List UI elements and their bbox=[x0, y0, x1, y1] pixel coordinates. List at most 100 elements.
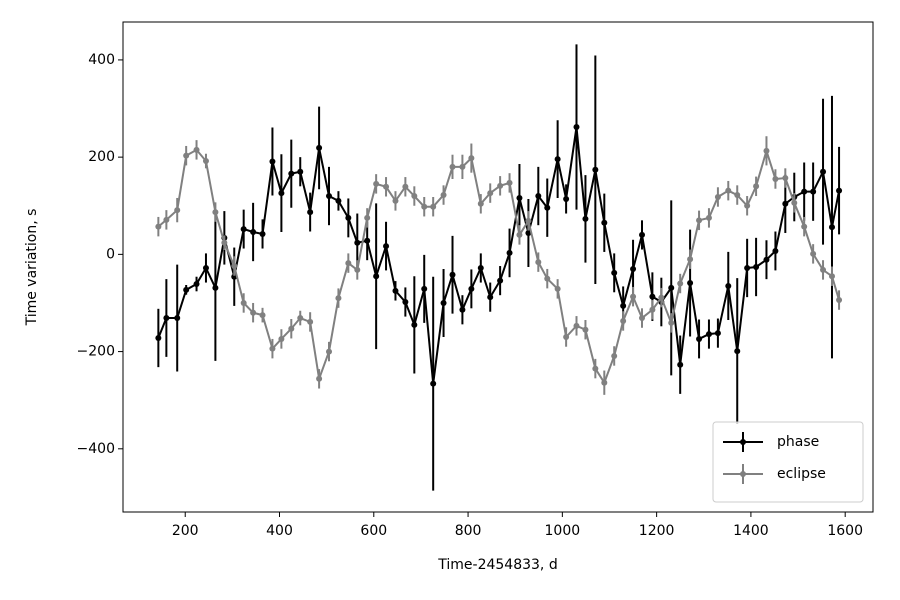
data-point bbox=[753, 264, 760, 270]
data-point bbox=[364, 214, 371, 221]
data-point bbox=[714, 194, 721, 200]
data-point bbox=[449, 271, 456, 278]
data-point bbox=[411, 321, 418, 328]
data-point bbox=[307, 318, 314, 325]
data-point bbox=[174, 207, 181, 214]
data-point bbox=[449, 163, 456, 170]
data-point bbox=[345, 260, 352, 267]
data-point bbox=[649, 293, 656, 300]
data-point bbox=[782, 175, 789, 182]
data-point bbox=[326, 348, 333, 355]
data-point bbox=[468, 155, 475, 162]
data-point bbox=[668, 284, 675, 291]
data-point bbox=[611, 352, 618, 359]
legend-marker bbox=[740, 471, 746, 477]
data-point bbox=[383, 183, 390, 190]
data-point bbox=[696, 217, 703, 224]
data-point bbox=[573, 322, 580, 329]
data-point bbox=[316, 375, 323, 382]
data-point bbox=[649, 306, 656, 313]
data-point bbox=[828, 273, 835, 280]
data-point bbox=[525, 217, 532, 224]
x-axis-label: Time-2454833, d bbox=[437, 557, 557, 573]
data-point bbox=[620, 317, 627, 324]
x-tick-label: 1600 bbox=[827, 523, 863, 539]
legend-label: eclipse bbox=[777, 466, 826, 482]
data-point bbox=[836, 297, 843, 304]
data-point bbox=[506, 179, 513, 186]
data-point bbox=[155, 334, 162, 341]
data-point bbox=[335, 295, 342, 302]
series-line bbox=[157, 126, 841, 384]
data-point bbox=[753, 183, 760, 190]
data-point bbox=[193, 146, 200, 153]
data-point bbox=[383, 243, 390, 250]
data-point bbox=[801, 188, 808, 195]
data-point bbox=[183, 152, 190, 159]
data-point bbox=[259, 312, 266, 319]
data-point bbox=[250, 309, 257, 316]
data-point bbox=[658, 294, 665, 301]
data-point bbox=[582, 326, 589, 333]
data-point bbox=[744, 264, 751, 271]
data-point bbox=[763, 147, 770, 154]
data-point bbox=[163, 216, 170, 223]
y-tick-label: 200 bbox=[88, 149, 115, 165]
data-point bbox=[155, 223, 162, 230]
data-point bbox=[240, 299, 247, 306]
data-point bbox=[725, 282, 732, 289]
data-point bbox=[307, 209, 314, 216]
data-point bbox=[193, 281, 200, 288]
data-point bbox=[430, 203, 437, 210]
data-point bbox=[734, 348, 741, 355]
data-point bbox=[620, 302, 627, 309]
data-point bbox=[202, 158, 209, 165]
data-point bbox=[506, 249, 513, 256]
data-point bbox=[696, 335, 703, 342]
data-point bbox=[240, 226, 247, 233]
data-point bbox=[402, 299, 409, 305]
data-point bbox=[459, 163, 466, 170]
data-point bbox=[477, 200, 484, 207]
data-point bbox=[639, 315, 646, 322]
y-tick-label: 400 bbox=[88, 52, 115, 68]
data-point bbox=[705, 331, 712, 338]
data-point bbox=[535, 193, 542, 200]
y-axis-label: Time variation, s bbox=[24, 209, 40, 327]
data-point bbox=[705, 214, 712, 221]
data-point bbox=[354, 239, 361, 246]
data-point bbox=[630, 265, 637, 272]
data-point bbox=[772, 247, 779, 254]
data-point bbox=[497, 277, 504, 284]
data-point bbox=[326, 193, 333, 200]
data-point bbox=[477, 264, 484, 271]
data-point bbox=[335, 197, 342, 204]
data-point bbox=[573, 124, 580, 130]
data-point bbox=[183, 286, 190, 293]
data-point bbox=[563, 334, 570, 340]
data-point bbox=[421, 285, 428, 292]
data-point bbox=[202, 264, 209, 271]
data-point bbox=[497, 182, 504, 189]
y-tick-label: 0 bbox=[106, 246, 115, 262]
x-tick-label: 1000 bbox=[545, 523, 581, 539]
data-point bbox=[269, 345, 276, 352]
x-tick-label: 600 bbox=[360, 523, 387, 539]
data-point bbox=[487, 190, 494, 197]
data-point bbox=[392, 287, 399, 294]
data-point bbox=[582, 215, 589, 222]
data-point bbox=[163, 315, 170, 322]
y-tick-label: −400 bbox=[77, 441, 115, 457]
data-point bbox=[487, 294, 494, 301]
data-point bbox=[259, 230, 266, 237]
data-point bbox=[630, 293, 637, 300]
data-point bbox=[459, 306, 466, 313]
x-tick-label: 800 bbox=[455, 523, 482, 539]
data-point bbox=[297, 315, 304, 322]
data-point bbox=[430, 380, 437, 387]
x-tick-label: 400 bbox=[266, 523, 293, 539]
data-point bbox=[297, 168, 304, 175]
data-point bbox=[373, 180, 380, 187]
data-point bbox=[791, 199, 798, 206]
data-point bbox=[763, 256, 770, 263]
